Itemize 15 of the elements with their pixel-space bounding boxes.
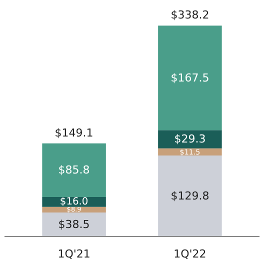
data-label: $85.8 [58, 164, 90, 177]
data-label: $16.0 [60, 196, 88, 208]
data-label: $167.5 [170, 71, 210, 84]
data-label: $129.8 [170, 190, 210, 203]
total-label: $338.2 [170, 8, 210, 22]
bar [158, 156, 222, 236]
bar [42, 143, 106, 197]
bar [42, 212, 106, 236]
x-tick-label: 1Q'21 [58, 248, 90, 260]
bar [158, 26, 222, 130]
total-label: $149.1 [54, 126, 94, 140]
data-label: $38.5 [58, 218, 90, 231]
data-label: $29.3 [174, 132, 206, 146]
bar [158, 130, 222, 148]
x-tick-label: 1Q'22 [174, 248, 206, 260]
